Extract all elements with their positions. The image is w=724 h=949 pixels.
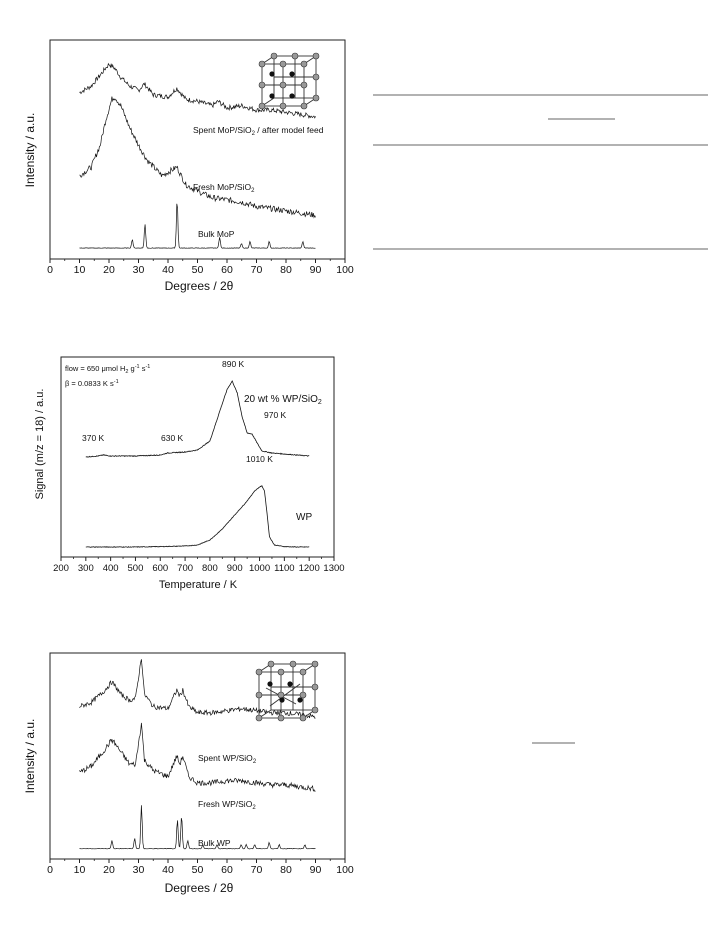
y-axis-title: Intensity / a.u. bbox=[23, 719, 37, 794]
x-tick-label: 10 bbox=[74, 864, 86, 876]
x-axis-title: Degrees / 2θ bbox=[165, 279, 234, 293]
x-tick-label: 60 bbox=[221, 264, 233, 276]
x-tick-label: 100 bbox=[336, 864, 354, 876]
conditions-beta: β = 0.0833 K s-1 bbox=[65, 379, 119, 388]
x-axis-title: Degrees / 2θ bbox=[165, 881, 234, 895]
x-axis: 0 10 20 30 40 50 60 70 80 90 100 bbox=[47, 859, 354, 876]
x-tick-label: 70 bbox=[251, 864, 263, 876]
x-tick-label: 0 bbox=[47, 264, 53, 276]
x-axis: 0 10 20 30 40 50 60 70 80 90 100 bbox=[47, 259, 354, 276]
series-line bbox=[79, 62, 316, 119]
peak-annotation-1010k: 1010 K bbox=[246, 454, 273, 464]
peak-annotation-970k: 970 K bbox=[264, 410, 287, 420]
x-tick-label: 400 bbox=[103, 563, 119, 574]
x-tick-label: 1300 bbox=[323, 563, 344, 574]
x-tick-label: 40 bbox=[162, 264, 174, 276]
series-line bbox=[85, 485, 310, 548]
y-axis-title: Signal (m/z = 18) / a.u. bbox=[34, 389, 46, 500]
x-tick-label: 1200 bbox=[299, 563, 320, 574]
xrd-wp-chart: 0 10 20 30 40 50 60 70 80 90 100 Spent WP/SiO2 Fre… bbox=[23, 652, 354, 895]
plot-frame bbox=[49, 39, 346, 260]
series-line bbox=[79, 203, 316, 249]
x-tick-label: 50 bbox=[192, 264, 204, 276]
crystal-structure-icon bbox=[255, 660, 319, 722]
series-line bbox=[79, 805, 316, 850]
x-tick-label: 20 bbox=[103, 264, 115, 276]
table-rules bbox=[373, 94, 708, 250]
x-tick-label: 90 bbox=[310, 864, 322, 876]
crystal-structure-icon bbox=[258, 52, 320, 110]
x-tick-label: 1000 bbox=[249, 563, 270, 574]
x-tick-label: 80 bbox=[280, 864, 292, 876]
x-tick-label: 40 bbox=[162, 864, 174, 876]
x-tick-label: 30 bbox=[133, 264, 145, 276]
x-tick-label: 90 bbox=[310, 264, 322, 276]
series-lines bbox=[85, 380, 310, 548]
series-lines bbox=[79, 62, 316, 249]
peak-annotation-370k: 370 K bbox=[82, 433, 105, 443]
x-tick-label: 200 bbox=[53, 563, 69, 574]
x-tick-label: 10 bbox=[74, 264, 86, 276]
series-label-wp: WP bbox=[296, 512, 312, 523]
x-axis: 200 300 400 500 600 700 800 900 1000 1100 1200 1300 bbox=[53, 557, 345, 574]
series-lines bbox=[79, 659, 316, 850]
x-tick-label: 70 bbox=[251, 264, 263, 276]
series-label-wp-sio2: 20 wt % WP/SiO2 bbox=[244, 394, 322, 406]
x-tick-label: 500 bbox=[128, 563, 144, 574]
x-tick-label: 800 bbox=[202, 563, 218, 574]
x-tick-label: 50 bbox=[192, 864, 204, 876]
series-line bbox=[85, 380, 310, 458]
x-tick-label: 100 bbox=[336, 264, 354, 276]
x-tick-label: 300 bbox=[78, 563, 94, 574]
series-label-fresh-mop: Fresh MoP/SiO2 bbox=[193, 182, 255, 194]
series-label-spent-mop: Spent MoP/SiO2 / after model feed bbox=[193, 125, 324, 137]
y-axis-title: Intensity / a.u. bbox=[23, 113, 37, 188]
peak-annotation-630k: 630 K bbox=[161, 433, 184, 443]
x-tick-label: 900 bbox=[227, 563, 243, 574]
series-label-spent-wp: Spent WP/SiO2 bbox=[198, 753, 257, 765]
x-tick-label: 60 bbox=[221, 864, 233, 876]
x-axis-title: Temperature / K bbox=[159, 579, 238, 591]
conditions-flow: flow = 650 μmol H2 g-1 s-1 bbox=[65, 364, 150, 375]
x-tick-label: 30 bbox=[133, 864, 145, 876]
series-line bbox=[79, 722, 316, 792]
x-tick-label: 80 bbox=[280, 264, 292, 276]
x-tick-label: 0 bbox=[47, 864, 53, 876]
xrd-mop-chart: 0 10 20 30 40 50 60 70 80 90 100 Spent MoP/SiO2 / … bbox=[23, 39, 354, 293]
x-tick-label: 20 bbox=[103, 864, 115, 876]
x-tick-label: 600 bbox=[152, 563, 168, 574]
series-label-fresh-wp: Fresh WP/SiO2 bbox=[198, 799, 256, 811]
series-label-bulk-wp: Bulk WP bbox=[198, 838, 231, 848]
series-line bbox=[79, 659, 316, 719]
series-line bbox=[79, 96, 316, 219]
peak-annotation-890k: 890 K bbox=[222, 359, 245, 369]
series-label-bulk-mop: Bulk MoP bbox=[198, 229, 235, 239]
x-tick-label: 700 bbox=[177, 563, 193, 574]
tpr-chart: 200 300 400 500 600 700 800 900 1000 1100 1200 1300… bbox=[34, 356, 345, 591]
x-tick-label: 1100 bbox=[274, 563, 294, 574]
